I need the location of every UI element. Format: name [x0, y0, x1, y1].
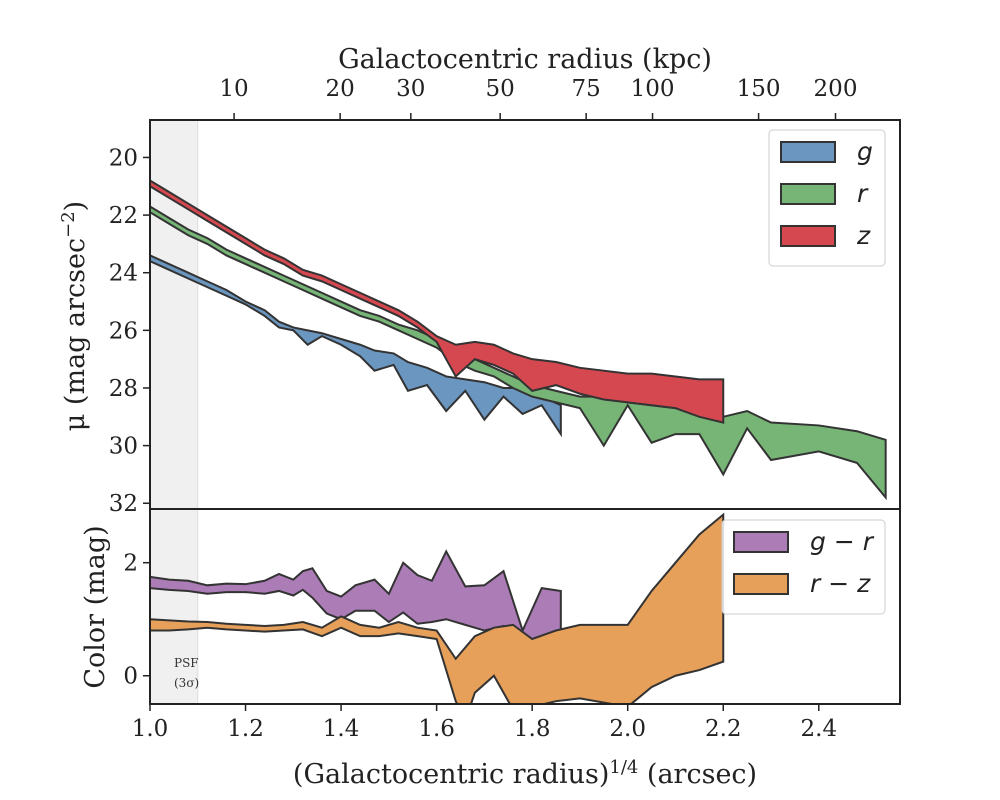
y-tick-label-bottom-0: 0 — [123, 664, 138, 690]
y-tick-label-top-0: 20 — [109, 145, 138, 171]
x-tick-label-7: 2.4 — [801, 716, 838, 742]
y-title-sup: −2 — [58, 211, 79, 238]
legend-swatch-1 — [733, 573, 789, 595]
x-tick-label-1: 1.2 — [227, 716, 264, 742]
x-title-sup: 1/4 — [609, 757, 638, 778]
axes-labels: Galactocentric radius (kpc) (Galactocent… — [58, 44, 757, 790]
y-tick-label-top-5: 30 — [109, 434, 138, 460]
legend-label-0: g − r — [810, 527, 875, 556]
legend-swatch-0 — [780, 141, 836, 163]
y-tick-label-top-4: 28 — [109, 376, 138, 402]
band-1 — [150, 205, 887, 501]
band-0 — [150, 254, 562, 438]
psf-sigma-label: (3σ) — [174, 676, 199, 690]
kpc-tick-label-6: 150 — [737, 76, 781, 102]
x-tick-label-2: 1.4 — [323, 716, 360, 742]
legend-swatch-1 — [780, 183, 836, 205]
band-1 — [150, 512, 725, 704]
y-tick-label-top-3: 26 — [109, 318, 138, 344]
legend-swatch-2 — [780, 225, 836, 247]
bottom-x-axis-title: (Galactocentric radius)1/4 (arcsec) — [293, 757, 757, 790]
kpc-tick-label-7: 200 — [814, 76, 858, 102]
legend-label-0: g — [857, 137, 873, 166]
legend-label-2: z — [856, 221, 871, 250]
y-title-close: ) — [60, 201, 91, 212]
y-tick-label-top-1: 22 — [109, 203, 138, 229]
legend-swatch-0 — [733, 531, 789, 553]
y-title-main: μ (mag arcsec — [60, 238, 91, 431]
x-tick-label-4: 1.8 — [514, 716, 551, 742]
legend-label-1: r − z — [810, 569, 871, 598]
y-tick-label-top-6: 32 — [109, 491, 138, 517]
kpc-tick-label-2: 30 — [396, 76, 425, 102]
bottom-panel: 0 2 1.0 1.2 1.4 1.6 1.8 2.0 2.2 2.4 g − r r − z PSF (… — [123, 508, 901, 742]
x-tick-label-3: 1.6 — [418, 716, 455, 742]
bottom-panel-frame — [149, 508, 901, 705]
x-title-main: (Galactocentric radius) — [293, 759, 609, 790]
psf-label: PSF — [174, 656, 199, 670]
kpc-tick-label-5: 100 — [631, 76, 675, 102]
y-tick-label-bottom-1: 2 — [123, 551, 138, 577]
kpc-tick-label-0: 10 — [219, 76, 248, 102]
band-2 — [150, 179, 725, 424]
top-y-axis-title: μ (mag arcsec−2) — [58, 201, 91, 431]
legend-label-1: r — [857, 179, 869, 208]
x-tick-label-0: 1.0 — [132, 716, 169, 742]
y-tick-label-top-2: 24 — [109, 261, 138, 287]
x-tick-label-5: 2.0 — [609, 716, 646, 742]
kpc-tick-label-1: 20 — [325, 76, 354, 102]
x-title-unit: (arcsec) — [638, 759, 757, 790]
bottom-y-axis-title: Color (mag) — [80, 525, 111, 688]
kpc-tick-label-4: 75 — [572, 76, 601, 102]
top-x-axis-title: Galactocentric radius (kpc) — [338, 44, 712, 75]
x-tick-label-6: 2.2 — [705, 716, 742, 742]
kpc-tick-label-3: 50 — [486, 76, 515, 102]
